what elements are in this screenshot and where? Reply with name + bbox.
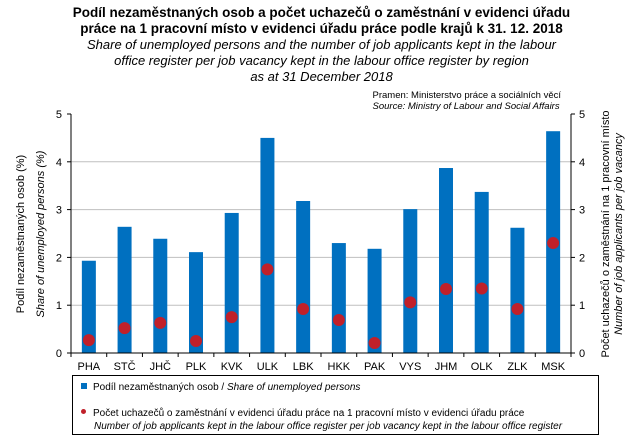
x-tick-label-stč: STČ [114,360,136,373]
x-tick-label-olk: OLK [471,361,494,373]
x-axis-labels: PHA STČ JHČ PLK KVK ULK LBK HKK PAK VYS JHM OLK ZLK M… [78,360,566,373]
bar-olk [474,191,489,353]
x-tick-label-jhč: JHČ [150,360,171,373]
dot-lbk [297,303,310,316]
dot-msk [547,237,560,250]
left-tick-label: 3 [56,205,62,217]
dot-stč [118,322,131,335]
blue-square-icon [81,383,87,389]
bar-jhč [153,238,168,353]
x-tick-label-zlk: ZLK [507,361,528,373]
y-axis-title-right-en: Number of job applicants per job vacancy [613,132,625,335]
bar-hkk [331,243,346,353]
legend-share-en: Share of unemployed persons [226,382,361,393]
right-tick-label: 1 [579,300,585,312]
right-tick-label: 2 [579,252,585,264]
x-tick-label-vys: VYS [399,361,421,373]
right-tick-label: 5 [579,109,585,121]
dot-olk [475,282,488,295]
right-tick-label: 4 [579,157,585,169]
legend-applicants-en: Number of job applicants kept in the lab… [94,421,563,432]
title-cz-line-2: práce na 1 pracovní místo v evidenci úřa… [80,21,563,36]
y-axis-title-left-cz: Podíl nezaměstnaných osob (%) [15,155,27,313]
left-tick-label: 5 [56,109,62,121]
legend-item-applicants: Počet uchazečů o zaměstnání v evidenci ú… [81,407,562,433]
chart-title: Podíl nezaměstnaných osob a počet uchaze… [0,5,643,85]
dot-zlk [511,303,524,316]
dot-ulk [261,263,274,276]
bar-lbk [296,200,311,353]
x-tick-label-pha: PHA [78,361,101,373]
x-tick-label-pak: PAK [364,361,386,373]
x-tick-label-msk: MSK [541,361,566,373]
title-cz-line-1: Podíl nezaměstnaných osob a počet uchaze… [72,5,571,20]
bar-ulk [260,137,275,353]
bar-vys [403,209,418,353]
dot-pak [368,336,381,349]
legend-share-cz: Podíl nezaměstnaných osob / [93,382,227,393]
x-tick-label-jhm: JHM [435,361,458,373]
bar-jhm [439,168,453,353]
dot-jhm [440,282,452,295]
title-en-line-2: office register per job vacancy kept in … [114,53,529,68]
x-tick-label-plk: PLK [186,361,207,373]
legend: Podíl nezaměstnaných osob / Share of une… [72,375,599,435]
bar-pha [81,260,96,353]
bar-stč [117,226,132,353]
source-note: Pramen: Ministerstvo práce a sociálních … [373,90,562,112]
left-tick-label: 2 [56,252,62,264]
left-axis-ticks: 0 1 2 3 4 5 [56,109,71,360]
dot-series [82,237,560,349]
right-tick-label: 0 [579,348,585,360]
y-axis-title-right-cz: Počet uchazečů o zaměstnání na 1 pracovn… [600,110,612,357]
right-tick-label: 3 [579,205,585,217]
left-tick-label: 4 [56,157,62,169]
axes [70,114,572,357]
left-tick-label: 0 [56,348,62,360]
x-tick-label-kvk: KVK [221,361,244,373]
title-en-line-1: Share of unemployed persons and the numb… [86,37,557,52]
x-tick-label-lbk: LBK [293,361,314,373]
x-tick-label-hkk: HKK [328,361,351,373]
bar-series [81,131,561,353]
source-en: Source: Ministry of Labour and Social Af… [372,101,560,112]
bar-plk [189,252,203,353]
red-dot-icon [81,409,86,414]
dot-pha [82,334,95,347]
dot-kvk [225,311,238,324]
x-tick-label-ulk: ULK [257,361,279,373]
dot-plk [190,335,202,348]
dot-jhč [154,316,167,329]
left-tick-label: 1 [56,300,62,312]
dot-hkk [332,314,345,327]
gridlines [71,161,571,306]
bar-kvk [224,212,239,353]
bar-pak [367,248,382,353]
dot-vys [404,296,417,309]
bar-zlk [510,227,525,353]
right-axis-ticks: 0 1 2 3 4 5 [571,109,585,360]
legend-item-share: Podíl nezaměstnaných osob / Share of une… [81,382,360,393]
y-axis-title-left-en: Share of unemployed persons (%) [35,150,47,317]
legend-applicants-cz: Počet uchazečů o zaměstnání v evidenci ú… [93,408,525,419]
source-cz: Pramen: Ministerstvo práce a sociálních … [372,90,562,101]
title-en-line-3: as at 31 December 2018 [250,69,393,84]
